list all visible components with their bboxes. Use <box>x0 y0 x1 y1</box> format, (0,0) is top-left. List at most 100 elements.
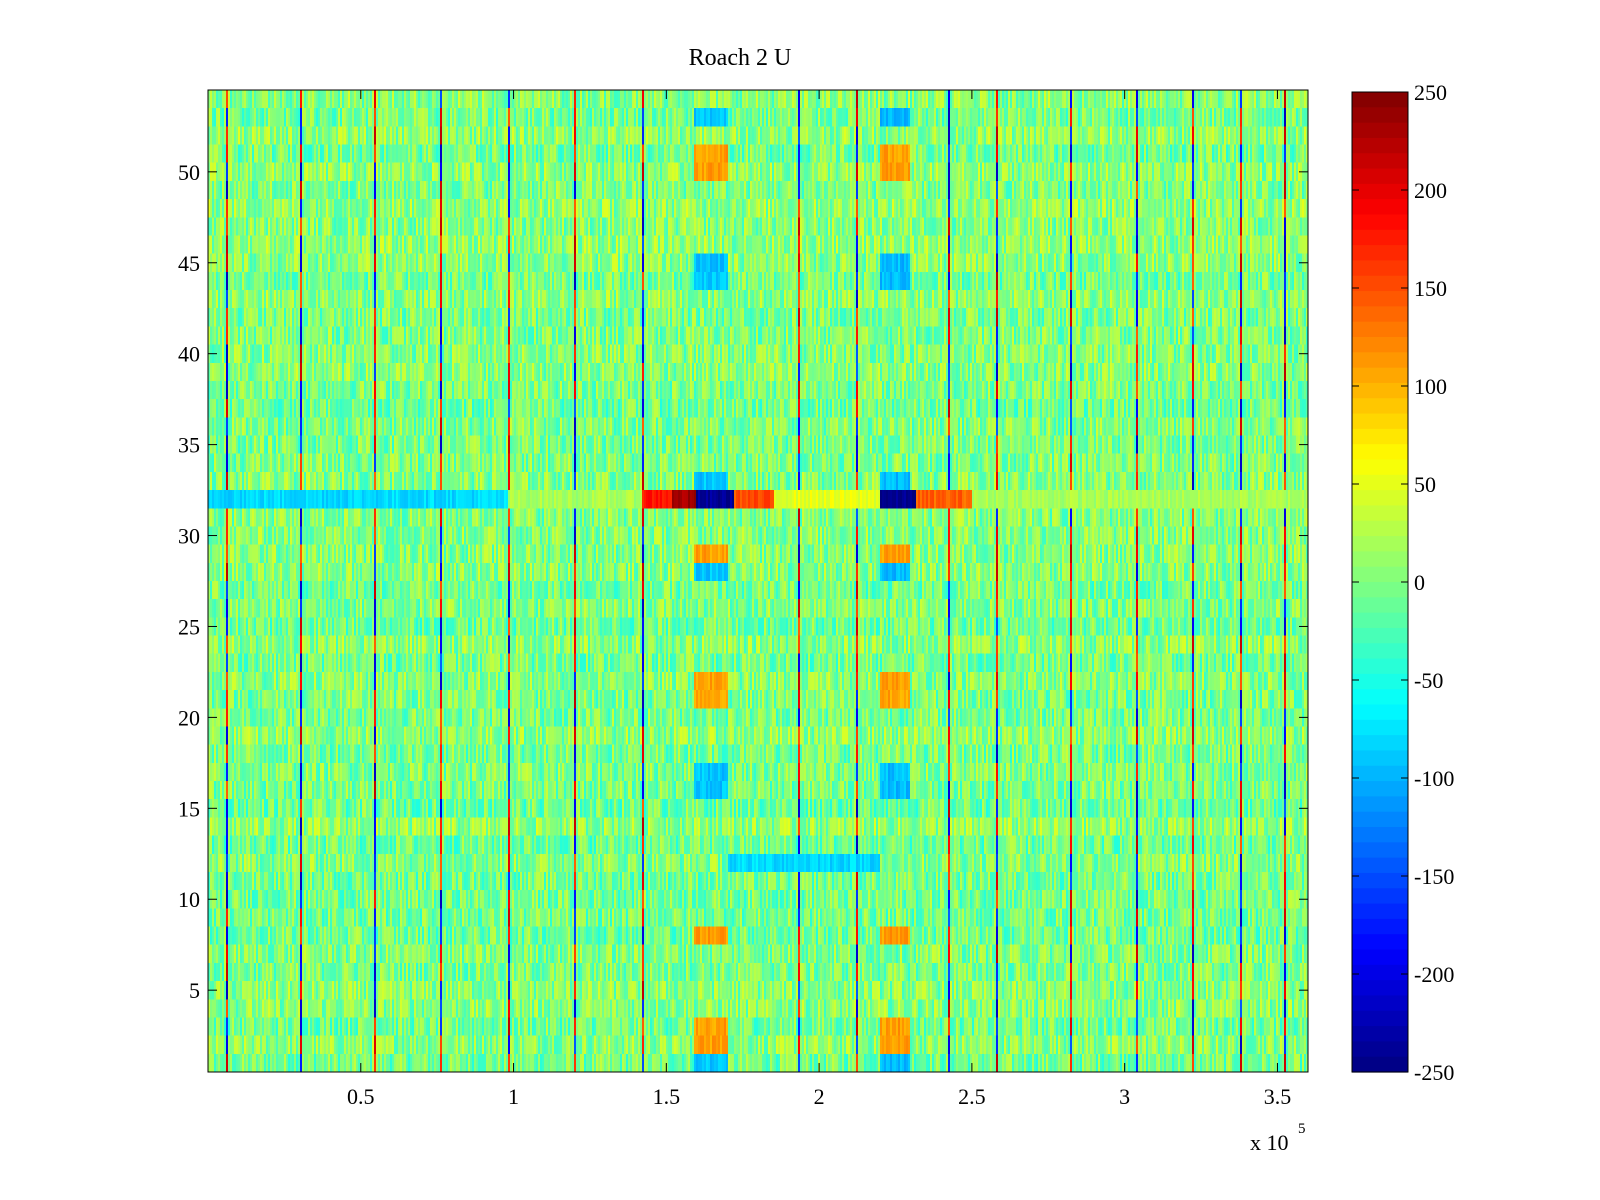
colorbar-band <box>1352 474 1408 491</box>
heatmap-cells <box>208 90 1308 1072</box>
x-tick-label: 3.5 <box>1264 1084 1292 1109</box>
x-tick-label: 0.5 <box>347 1084 375 1109</box>
colorbar-band <box>1352 627 1408 644</box>
colorbar-tick-label: 100 <box>1414 374 1447 399</box>
x-tick-label: 1.5 <box>653 1084 681 1109</box>
colorbar-tick-label: 250 <box>1414 80 1447 105</box>
x-tick-label: 1 <box>508 1084 519 1109</box>
colorbar-band <box>1352 122 1408 139</box>
colorbar-band <box>1352 306 1408 323</box>
x-multiplier-exponent: 5 <box>1298 1121 1306 1137</box>
colorbar-band <box>1352 995 1408 1012</box>
colorbar-tick-label: 150 <box>1414 276 1447 301</box>
colorbar-band <box>1352 582 1408 598</box>
colorbar-band <box>1352 536 1408 552</box>
colorbar-band <box>1352 612 1408 629</box>
colorbar-band <box>1352 137 1408 154</box>
colorbar-band <box>1352 398 1408 415</box>
colorbar-band <box>1352 888 1408 905</box>
y-tick-label: 10 <box>178 887 200 912</box>
colorbar-band <box>1352 245 1408 262</box>
colorbar-band <box>1352 704 1408 721</box>
colorbar-band <box>1352 551 1408 568</box>
y-tick-label: 50 <box>178 160 200 185</box>
y-tick-label: 5 <box>189 978 200 1003</box>
colorbar-band <box>1352 168 1408 185</box>
colorbar-band <box>1352 765 1408 782</box>
colorbar-band <box>1352 291 1408 307</box>
colorbar-band <box>1352 949 1408 966</box>
colorbar-band <box>1352 689 1408 706</box>
colorbar-band <box>1352 872 1408 889</box>
x-axis: 0.5 1 1.5 2 2.5 3 3.5 <box>347 90 1291 1109</box>
x-tick-label: 2 <box>814 1084 825 1109</box>
y-tick-label: 15 <box>178 796 200 821</box>
colorbar-band <box>1352 1041 1408 1058</box>
colorbar-band <box>1352 183 1408 200</box>
colorbar-band <box>1352 382 1408 399</box>
colorbar-band <box>1352 1026 1408 1042</box>
colorbar-band <box>1352 658 1408 675</box>
colorbar-band <box>1352 964 1408 981</box>
colorbar-band <box>1352 260 1408 277</box>
y-tick-label: 45 <box>178 251 200 276</box>
colorbar-tick-label: 50 <box>1414 472 1436 497</box>
colorbar-band <box>1352 980 1408 997</box>
colorbar-band <box>1352 352 1408 369</box>
colorbar-band <box>1352 857 1408 874</box>
colorbar-band <box>1352 796 1408 813</box>
y-tick-label: 30 <box>178 524 200 549</box>
x-axis-multiplier: x 10 5 <box>1250 1121 1306 1155</box>
colorbar-band <box>1352 444 1408 461</box>
colorbar-tick-label: -200 <box>1414 962 1454 987</box>
colorbar-band <box>1352 1056 1408 1073</box>
colorbar-band <box>1352 520 1408 537</box>
colorbar-band <box>1352 827 1408 843</box>
x-multiplier-label: x 10 <box>1250 1130 1289 1155</box>
colorbar-band <box>1352 428 1408 445</box>
colorbar-band <box>1352 505 1408 522</box>
colorbar-tick-label: -50 <box>1414 668 1443 693</box>
heatmap-plot-area <box>208 90 1308 1072</box>
colorbar-band <box>1352 903 1408 920</box>
plot-frame <box>207 89 1309 1073</box>
colorbar-band <box>1352 459 1408 476</box>
colorbar-band <box>1352 367 1408 384</box>
colorbar-band <box>1352 413 1408 430</box>
x-tick-label: 3 <box>1119 1084 1130 1109</box>
colorbar-band <box>1352 934 1408 951</box>
colorbar-band <box>1352 781 1408 797</box>
y-tick-label: 25 <box>178 614 200 639</box>
colorbar-band <box>1352 214 1408 231</box>
x-tick-label: 2.5 <box>958 1084 986 1109</box>
y-tick-label: 20 <box>178 705 200 730</box>
colorbar-axis: 250 200 150 100 50 0 -50 -100 -150 -200 -250 <box>1352 80 1454 1085</box>
colorbar-band <box>1352 842 1408 859</box>
colorbar-band <box>1352 92 1408 108</box>
colorbar-tick-label: 0 <box>1414 570 1425 595</box>
colorbar-band <box>1352 275 1408 292</box>
colorbar-band <box>1352 673 1408 690</box>
y-tick-label: 40 <box>178 342 200 367</box>
colorbar-band <box>1352 229 1408 246</box>
colorbar-tick-label: 200 <box>1414 178 1447 203</box>
chart-title: Roach 2 U <box>689 45 792 71</box>
colorbar-tick-label: -100 <box>1414 766 1454 791</box>
colorbar-band <box>1352 153 1408 170</box>
colorbar-band <box>1352 1010 1408 1027</box>
colorbar-band <box>1352 750 1408 767</box>
colorbar-band <box>1352 199 1408 216</box>
colorbar <box>1352 92 1408 1073</box>
colorbar-band <box>1352 321 1408 338</box>
colorbar-band <box>1352 719 1408 736</box>
colorbar-band <box>1352 107 1408 124</box>
colorbar-tick-label: -150 <box>1414 864 1454 889</box>
colorbar-band <box>1352 597 1408 614</box>
colorbar-band <box>1352 566 1408 583</box>
y-axis: 5 10 15 20 25 30 35 40 45 50 <box>178 160 1308 1003</box>
colorbar-band <box>1352 918 1408 935</box>
colorbar-band <box>1352 490 1408 507</box>
colorbar-band <box>1352 643 1408 660</box>
colorbar-band <box>1352 337 1408 353</box>
